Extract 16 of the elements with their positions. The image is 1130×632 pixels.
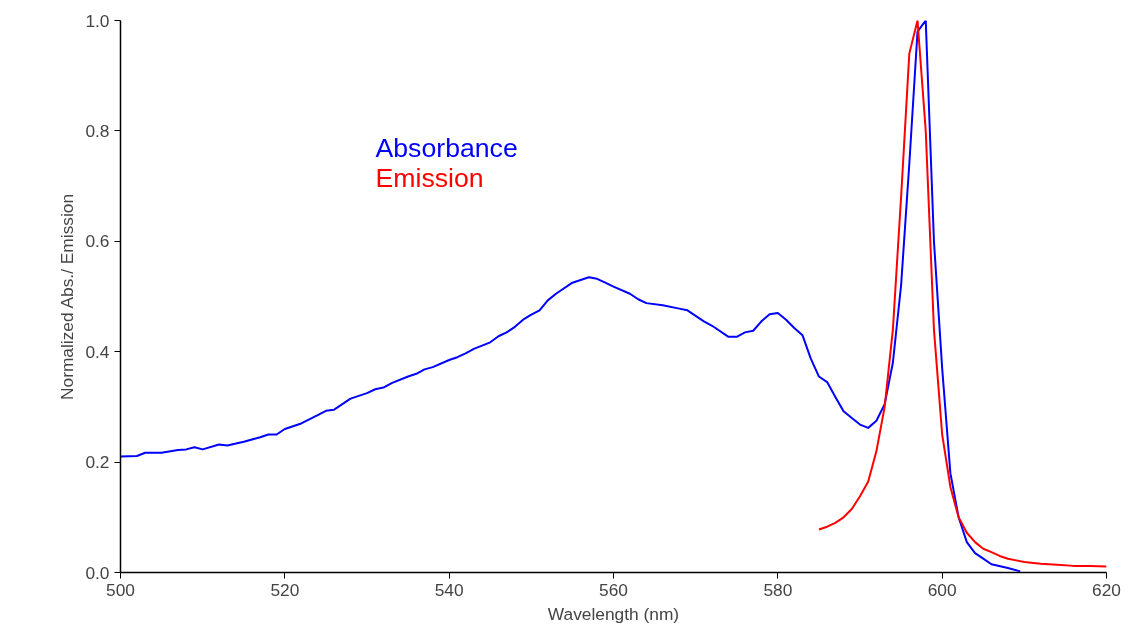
- text: Emission: [375, 162, 484, 193]
- y-tick-label: 0.4: [85, 341, 110, 362]
- x-tick-label: 560: [599, 579, 628, 600]
- y-tick-label: 0.8: [85, 120, 110, 141]
- x-tick-label: 620: [1092, 579, 1121, 600]
- x-tick-label: 520: [270, 579, 300, 600]
- x-tick-label: 600: [927, 579, 957, 600]
- text: Absorbance: [375, 132, 518, 163]
- x-tick-label: 580: [763, 579, 793, 600]
- y-tick-label: 0.2: [85, 452, 110, 473]
- x-axis-title: Wavelength (nm): [547, 603, 680, 624]
- line-series: [817, 20, 1107, 568]
- x-tick-label: 540: [434, 579, 464, 600]
- y-tick-label: 0.6: [85, 231, 110, 252]
- y-tick-label: 1.0: [85, 10, 110, 31]
- y-axis-title: Normalized Abs./ Emission: [57, 193, 78, 401]
